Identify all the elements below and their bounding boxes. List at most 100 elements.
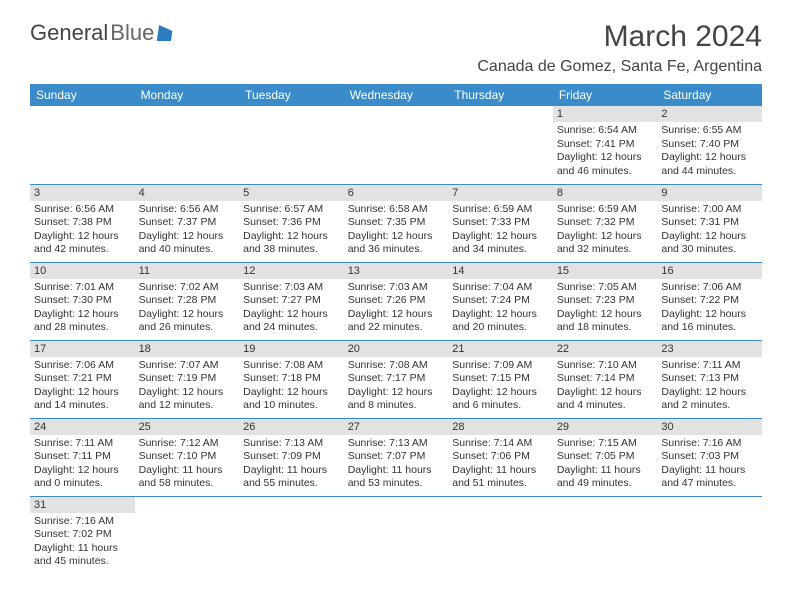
week-row: 24Sunrise: 7:11 AMSunset: 7:11 PMDayligh… <box>30 418 762 496</box>
day-cell: 18Sunrise: 7:07 AMSunset: 7:19 PMDayligh… <box>135 340 240 418</box>
day-number: 30 <box>657 419 762 435</box>
day-data: Sunrise: 7:10 AMSunset: 7:14 PMDaylight:… <box>553 357 658 416</box>
day-data: Sunrise: 6:56 AMSunset: 7:38 PMDaylight:… <box>30 201 135 260</box>
day-cell <box>553 496 658 574</box>
logo-text-1: General <box>30 20 108 46</box>
day-number: 18 <box>135 341 240 357</box>
day-data: Sunrise: 7:00 AMSunset: 7:31 PMDaylight:… <box>657 201 762 260</box>
dayname-header: Thursday <box>448 84 553 106</box>
day-cell: 4Sunrise: 6:56 AMSunset: 7:37 PMDaylight… <box>135 184 240 262</box>
day-data: Sunrise: 6:55 AMSunset: 7:40 PMDaylight:… <box>657 122 762 181</box>
day-cell: 25Sunrise: 7:12 AMSunset: 7:10 PMDayligh… <box>135 418 240 496</box>
day-cell <box>448 496 553 574</box>
day-data: Sunrise: 7:13 AMSunset: 7:09 PMDaylight:… <box>239 435 344 494</box>
week-row: 17Sunrise: 7:06 AMSunset: 7:21 PMDayligh… <box>30 340 762 418</box>
day-number: 19 <box>239 341 344 357</box>
day-cell <box>239 496 344 574</box>
day-data: Sunrise: 7:05 AMSunset: 7:23 PMDaylight:… <box>553 279 658 338</box>
day-cell: 9Sunrise: 7:00 AMSunset: 7:31 PMDaylight… <box>657 184 762 262</box>
day-data: Sunrise: 7:11 AMSunset: 7:11 PMDaylight:… <box>30 435 135 494</box>
day-data: Sunrise: 7:04 AMSunset: 7:24 PMDaylight:… <box>448 279 553 338</box>
day-number: 3 <box>30 185 135 201</box>
day-cell: 28Sunrise: 7:14 AMSunset: 7:06 PMDayligh… <box>448 418 553 496</box>
day-data: Sunrise: 7:13 AMSunset: 7:07 PMDaylight:… <box>344 435 449 494</box>
day-number: 4 <box>135 185 240 201</box>
day-cell: 13Sunrise: 7:03 AMSunset: 7:26 PMDayligh… <box>344 262 449 340</box>
day-cell: 19Sunrise: 7:08 AMSunset: 7:18 PMDayligh… <box>239 340 344 418</box>
day-data: Sunrise: 7:16 AMSunset: 7:03 PMDaylight:… <box>657 435 762 494</box>
week-row: 10Sunrise: 7:01 AMSunset: 7:30 PMDayligh… <box>30 262 762 340</box>
day-number: 22 <box>553 341 658 357</box>
day-cell: 7Sunrise: 6:59 AMSunset: 7:33 PMDaylight… <box>448 184 553 262</box>
day-data: Sunrise: 6:58 AMSunset: 7:35 PMDaylight:… <box>344 201 449 260</box>
day-cell: 21Sunrise: 7:09 AMSunset: 7:15 PMDayligh… <box>448 340 553 418</box>
day-number: 6 <box>344 185 449 201</box>
day-data: Sunrise: 7:09 AMSunset: 7:15 PMDaylight:… <box>448 357 553 416</box>
day-data: Sunrise: 6:57 AMSunset: 7:36 PMDaylight:… <box>239 201 344 260</box>
day-number: 31 <box>30 497 135 513</box>
day-cell: 12Sunrise: 7:03 AMSunset: 7:27 PMDayligh… <box>239 262 344 340</box>
month-title: March 2024 <box>477 20 762 54</box>
day-number: 1 <box>553 106 658 122</box>
day-data: Sunrise: 7:01 AMSunset: 7:30 PMDaylight:… <box>30 279 135 338</box>
dayname-header: Sunday <box>30 84 135 106</box>
day-number: 25 <box>135 419 240 435</box>
location-title: Canada de Gomez, Santa Fe, Argentina <box>477 58 762 76</box>
day-data: Sunrise: 7:07 AMSunset: 7:19 PMDaylight:… <box>135 357 240 416</box>
day-number: 12 <box>239 263 344 279</box>
day-data: Sunrise: 7:16 AMSunset: 7:02 PMDaylight:… <box>30 513 135 572</box>
day-cell: 6Sunrise: 6:58 AMSunset: 7:35 PMDaylight… <box>344 184 449 262</box>
day-number: 24 <box>30 419 135 435</box>
dayname-header: Monday <box>135 84 240 106</box>
day-cell: 8Sunrise: 6:59 AMSunset: 7:32 PMDaylight… <box>553 184 658 262</box>
day-number: 21 <box>448 341 553 357</box>
day-number: 23 <box>657 341 762 357</box>
day-cell <box>344 106 449 184</box>
day-cell: 14Sunrise: 7:04 AMSunset: 7:24 PMDayligh… <box>448 262 553 340</box>
header: GeneralBlue March 2024 Canada de Gomez, … <box>30 20 762 76</box>
day-cell: 26Sunrise: 7:13 AMSunset: 7:09 PMDayligh… <box>239 418 344 496</box>
day-data: Sunrise: 6:59 AMSunset: 7:32 PMDaylight:… <box>553 201 658 260</box>
day-cell <box>657 496 762 574</box>
day-cell: 16Sunrise: 7:06 AMSunset: 7:22 PMDayligh… <box>657 262 762 340</box>
day-data: Sunrise: 6:56 AMSunset: 7:37 PMDaylight:… <box>135 201 240 260</box>
day-data: Sunrise: 7:06 AMSunset: 7:22 PMDaylight:… <box>657 279 762 338</box>
day-cell: 30Sunrise: 7:16 AMSunset: 7:03 PMDayligh… <box>657 418 762 496</box>
day-cell: 2Sunrise: 6:55 AMSunset: 7:40 PMDaylight… <box>657 106 762 184</box>
week-row: 3Sunrise: 6:56 AMSunset: 7:38 PMDaylight… <box>30 184 762 262</box>
day-number: 26 <box>239 419 344 435</box>
day-cell: 10Sunrise: 7:01 AMSunset: 7:30 PMDayligh… <box>30 262 135 340</box>
day-number: 2 <box>657 106 762 122</box>
day-number: 10 <box>30 263 135 279</box>
day-data: Sunrise: 6:54 AMSunset: 7:41 PMDaylight:… <box>553 122 658 181</box>
day-data: Sunrise: 7:03 AMSunset: 7:27 PMDaylight:… <box>239 279 344 338</box>
day-cell: 11Sunrise: 7:02 AMSunset: 7:28 PMDayligh… <box>135 262 240 340</box>
week-row: 1Sunrise: 6:54 AMSunset: 7:41 PMDaylight… <box>30 106 762 184</box>
day-cell: 24Sunrise: 7:11 AMSunset: 7:11 PMDayligh… <box>30 418 135 496</box>
day-number: 14 <box>448 263 553 279</box>
day-number: 27 <box>344 419 449 435</box>
day-cell: 20Sunrise: 7:08 AMSunset: 7:17 PMDayligh… <box>344 340 449 418</box>
day-cell: 22Sunrise: 7:10 AMSunset: 7:14 PMDayligh… <box>553 340 658 418</box>
day-number: 7 <box>448 185 553 201</box>
day-data: Sunrise: 7:08 AMSunset: 7:18 PMDaylight:… <box>239 357 344 416</box>
dayname-header: Saturday <box>657 84 762 106</box>
dayname-header: Wednesday <box>344 84 449 106</box>
day-cell: 5Sunrise: 6:57 AMSunset: 7:36 PMDaylight… <box>239 184 344 262</box>
day-data: Sunrise: 7:08 AMSunset: 7:17 PMDaylight:… <box>344 357 449 416</box>
day-cell <box>239 106 344 184</box>
day-number: 28 <box>448 419 553 435</box>
day-cell: 23Sunrise: 7:11 AMSunset: 7:13 PMDayligh… <box>657 340 762 418</box>
day-cell: 15Sunrise: 7:05 AMSunset: 7:23 PMDayligh… <box>553 262 658 340</box>
day-number: 13 <box>344 263 449 279</box>
dayname-header: Tuesday <box>239 84 344 106</box>
day-cell: 1Sunrise: 6:54 AMSunset: 7:41 PMDaylight… <box>553 106 658 184</box>
day-number: 9 <box>657 185 762 201</box>
day-number: 11 <box>135 263 240 279</box>
day-number: 29 <box>553 419 658 435</box>
day-data: Sunrise: 7:14 AMSunset: 7:06 PMDaylight:… <box>448 435 553 494</box>
day-number: 5 <box>239 185 344 201</box>
day-data: Sunrise: 7:03 AMSunset: 7:26 PMDaylight:… <box>344 279 449 338</box>
day-cell: 3Sunrise: 6:56 AMSunset: 7:38 PMDaylight… <box>30 184 135 262</box>
day-number: 16 <box>657 263 762 279</box>
